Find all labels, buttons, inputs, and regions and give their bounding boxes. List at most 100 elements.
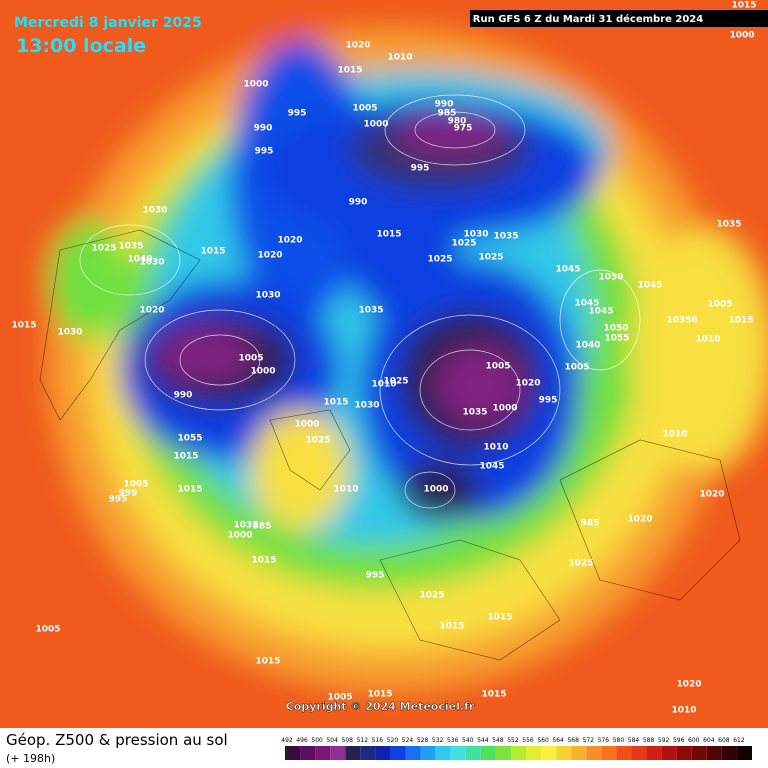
pressure-label: 1020 (345, 41, 370, 51)
pressure-label: 1025 (383, 377, 408, 387)
pressure-label: 990 (254, 124, 273, 134)
pressure-label: 1005 (238, 354, 263, 364)
pressure-label: 1025 (419, 591, 444, 601)
scale-label: 560 (537, 737, 549, 744)
date: Mercredi 8 janvier 2025 (14, 15, 202, 31)
color-swatch (556, 746, 572, 760)
color-swatch (736, 746, 752, 760)
scale-label: 504 (326, 737, 338, 744)
scale-label: 520 (387, 737, 399, 744)
color-swatch (495, 746, 511, 760)
scale-label: 524 (402, 737, 414, 744)
pressure-label: 1030 (463, 230, 488, 240)
pressure-label: 995 (109, 495, 128, 505)
pressure-label: 1020 (627, 515, 652, 525)
pressure-label: 1055 (177, 434, 202, 444)
scale-label: 496 (296, 737, 308, 744)
pressure-label: 1045 (588, 307, 613, 317)
color-swatch (601, 746, 617, 760)
pressure-label: 1020 (515, 379, 540, 389)
time: 13:00 locale (16, 35, 146, 57)
pressure-label: 1015 (255, 657, 280, 667)
color-swatch (526, 746, 542, 760)
color-swatch (706, 746, 722, 760)
pressure-label: 1015 (376, 230, 401, 240)
pressure-label: 1030 (142, 206, 167, 216)
color-swatch (390, 746, 406, 760)
pressure-label: 1045 (555, 265, 580, 275)
pressure-label: 995 (539, 396, 558, 406)
pressure-label: 1020 (277, 236, 302, 246)
pressure-label: 1035 (716, 220, 741, 230)
pressure-label: 980 (448, 117, 467, 127)
pressure-label: 1005 (35, 625, 60, 635)
scale-label: 576 (598, 737, 610, 744)
color-swatch (631, 746, 647, 760)
pressure-label: 1005 (352, 104, 377, 114)
pressure-label: 985 (581, 519, 600, 529)
pressure-label: 995 (255, 147, 274, 157)
color-swatch (300, 746, 316, 760)
scale-label: 556 (522, 737, 534, 744)
pressure-label: 1030 (354, 401, 379, 411)
pressure-label: 1025 (568, 559, 593, 569)
pressure-label: 1015 (337, 66, 362, 76)
color-swatch (435, 746, 451, 760)
color-swatch (616, 746, 632, 760)
pressure-label: 1015 (323, 398, 348, 408)
scale-label: 612 (733, 737, 745, 744)
scale-label: 552 (507, 737, 519, 744)
pressure-label: 1025 (305, 436, 330, 446)
scale-label: 532 (432, 737, 444, 744)
color-swatch (571, 746, 587, 760)
color-swatch (465, 746, 481, 760)
pressure-label: 1010 (662, 430, 687, 440)
pressure-label: 1015 (177, 485, 202, 495)
pressure-label: 1015 (439, 622, 464, 632)
color-swatch (315, 746, 331, 760)
scale-label: 596 (673, 737, 685, 744)
scale-label: 528 (417, 737, 429, 744)
run-info: Run GFS 6 Z du Mardi 31 décembre 2024 (473, 13, 703, 25)
pressure-label: 1050 (603, 324, 628, 334)
pressure-label: 1015 (728, 316, 753, 326)
pressure-label: 995 (366, 571, 385, 581)
pressure-label: 1010 (371, 380, 396, 390)
pressure-label: 990 (174, 391, 193, 401)
pressure-label: 1015 (200, 247, 225, 257)
pressure-label: 1045 (574, 299, 599, 309)
pressure-label: 1015 (173, 452, 198, 462)
pressure-label: 1045 (479, 462, 504, 472)
copyright: Copyright © 2024 Meteociel.fr (286, 700, 475, 713)
pressure-label: 995 (411, 164, 430, 174)
pressure-label: 1045 (637, 281, 662, 291)
pressure-label: 975 (454, 124, 473, 134)
scale-label: 600 (688, 737, 700, 744)
color-swatch (360, 746, 376, 760)
scale-label: 572 (583, 737, 595, 744)
pressure-label: 1010 (333, 485, 358, 495)
color-swatch (586, 746, 602, 760)
pressure-label: 1000 (492, 404, 517, 414)
pressure-label: 1010 (695, 335, 720, 345)
pressure-label: 995 (288, 109, 307, 119)
footer-lead: (+ 198h) (6, 752, 55, 765)
pressure-label: 1015 (731, 1, 756, 11)
colorbar: 492 496 500 504 508 512 516 520 524 528 532 536 540 5… (281, 737, 752, 760)
pressure-label: 1015 (11, 321, 36, 331)
pressure-label: 1040 (575, 341, 600, 351)
pressure-label: 1010 (483, 443, 508, 453)
pressure-label: 1055 (604, 334, 629, 344)
color-swatch (480, 746, 496, 760)
scale-label: 580 (613, 737, 625, 744)
scale-label: 492 (281, 737, 293, 744)
color-swatch (345, 746, 361, 760)
pressure-label: 1030 (57, 328, 82, 338)
pressure-label: 1020 (139, 306, 164, 316)
pressure-label: 1035 (233, 521, 258, 531)
pressure-label: 1000 (294, 420, 319, 430)
scale-label: 588 (643, 737, 655, 744)
color-swatch (661, 746, 677, 760)
